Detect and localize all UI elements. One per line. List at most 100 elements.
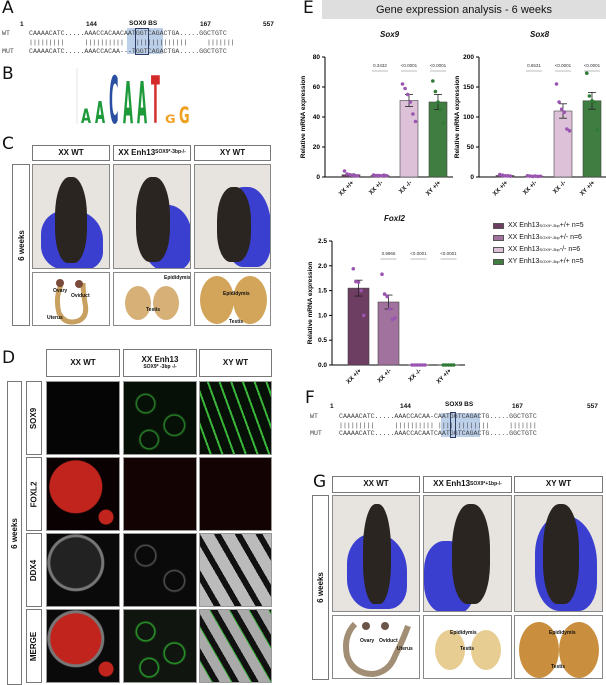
data-point (554, 82, 559, 86)
x-tick-label: XX +/- (522, 180, 538, 196)
legend-swatch (493, 246, 504, 253)
col-header-xy-wt: XY WT (194, 145, 271, 161)
data-point (403, 86, 407, 91)
row-label-foxl2: FOXL2 (26, 457, 42, 531)
annotation-testis: Testis (460, 646, 475, 652)
data-point (418, 363, 422, 367)
p-value-label: 0.9966 (382, 251, 396, 256)
data-point (385, 294, 390, 299)
motif-letter: A (95, 94, 105, 130)
legend-swatch (493, 234, 504, 241)
row-label-text: MERGE (29, 631, 39, 661)
col-header-text: XX WT (58, 147, 84, 157)
annotation-testis: Testis (551, 664, 566, 670)
p-value-label: <0.0001 (584, 63, 601, 68)
legend-item: XX Enh13 SOX9*-3bp +/- n=6 (493, 234, 582, 241)
y-tick-label: 0.0 (318, 362, 327, 369)
sox9-bs-highlight (127, 28, 163, 54)
col-header-text: XY WT (222, 357, 249, 367)
panel-label-f: F (305, 388, 315, 408)
mut-sequence: CAAAACATC.....AAACCACAATCAATGGTCAGACTG..… (339, 430, 537, 437)
col-header-xy-wt: XY WT (514, 476, 603, 493)
data-point (353, 173, 357, 178)
data-point (380, 272, 384, 277)
panel-label-c: C (2, 134, 14, 154)
data-point (388, 307, 392, 311)
sequence-alignment-a: 1 144 SOX9 BS 167 557 WT MUT CAAAACATC..… (0, 0, 300, 60)
legend-text: +/+ n=5 (559, 222, 584, 229)
data-point (446, 363, 451, 367)
row-label-text: SOX9 (29, 407, 39, 429)
panel-label-d: D (2, 348, 16, 368)
bar-charts: 0 20 40 60 80 Relative mRNA expression XX +/+ X… (300, 54, 606, 385)
p-value-label: 0.3432 (373, 63, 387, 68)
row-label-merge: MERGE (26, 609, 42, 683)
legend-text: XX Enh13 (508, 234, 540, 241)
col-header-xx-wt: XX WT (32, 145, 110, 161)
sox9-bs-label: SOX9 BS (445, 401, 474, 408)
micro-sox9-xx-wt (46, 381, 120, 455)
y-tick-label: 2.5 (318, 238, 327, 245)
legend-item: XY Enh13 SOX9*-3bp +/+ n=5 (493, 258, 584, 265)
annotation-testis: Testis (146, 307, 161, 313)
pos-1: 1 (330, 403, 334, 410)
micro-foxl2-xx-wt (46, 457, 120, 531)
annotation-oviduct: Oviduct (379, 638, 398, 644)
deletion-box (135, 28, 149, 55)
data-point (538, 174, 543, 179)
chart-title-foxl2: Foxl2 (384, 214, 405, 223)
row-label-text: FOXL2 (29, 481, 39, 507)
legend-text: XX Enh13 (508, 222, 540, 229)
motif-letter: T (151, 66, 160, 130)
wt-label: WT (2, 30, 10, 37)
data-point (508, 174, 512, 178)
data-point (351, 266, 356, 271)
sequence-alignment-f: 1 144 SOX9 BS 167 557 WT MUT CAAAACATC..… (300, 401, 606, 445)
col-header-text: XX Enh13 (118, 147, 156, 157)
reproductive-tract-drawing (343, 621, 411, 678)
data-point (436, 100, 440, 104)
legend-swatch (493, 258, 504, 265)
col-header-xx-enh13: XX Enh13 SOX9*+1bp-/- (423, 476, 512, 493)
p-value-label: <0.0001 (401, 63, 418, 68)
mouse-photo-xy-wt (194, 164, 271, 269)
annotation-epididymis: Epididymis (549, 630, 576, 636)
gonad-image-xx-wt: Ovary Oviduct Uterus (332, 615, 420, 679)
data-point (420, 363, 425, 367)
micro-sox9-xx-enh13 (123, 381, 197, 455)
annotation-epididymis: Epididymis (223, 291, 250, 297)
legend-text: -/- n=6 (559, 246, 581, 253)
testis-drawing (435, 630, 501, 670)
y-tick-label: 80 (313, 54, 321, 61)
data-point (441, 121, 446, 125)
y-axis-label: Relative mRNA expression (307, 262, 314, 345)
panel-label-a: A (2, 0, 14, 18)
y-tick-label: 1.0 (318, 312, 327, 319)
testis-drawing (125, 286, 179, 320)
col-header-text: XX WT (70, 357, 96, 367)
data-point (350, 173, 355, 177)
data-point (415, 363, 420, 367)
gonad-image-xx-enh13: Epididymis Testis (423, 615, 512, 679)
data-point (400, 82, 405, 86)
mut-label: MUT (2, 48, 14, 55)
panel-label-e: E (303, 0, 314, 18)
legend-item: XX Enh13 SOX9*-3bp +/+ n=5 (493, 222, 584, 229)
bar (347, 287, 370, 366)
data-point (565, 127, 569, 131)
legend-text: XX Enh13 (508, 246, 540, 253)
row-label-6-weeks: 6 weeks (312, 495, 329, 680)
x-tick-label: XX -/- (398, 180, 413, 195)
data-point (567, 129, 572, 133)
data-point (533, 174, 538, 178)
data-point (361, 313, 366, 318)
legend-item: XX Enh13 SOX9*-3bp -/- n=6 (493, 246, 580, 253)
panel-label-g: G (313, 472, 327, 492)
data-point (393, 316, 397, 320)
mut-sequence: CAAAACATC.....AAACCACAA---TGGTCAGACTGA..… (29, 48, 227, 55)
testis-drawing (519, 622, 599, 678)
micro-ddx4-xy-wt (199, 533, 272, 607)
data-point (592, 100, 597, 104)
data-point (595, 128, 599, 132)
x-tick-label: XY +/+ (579, 180, 596, 197)
